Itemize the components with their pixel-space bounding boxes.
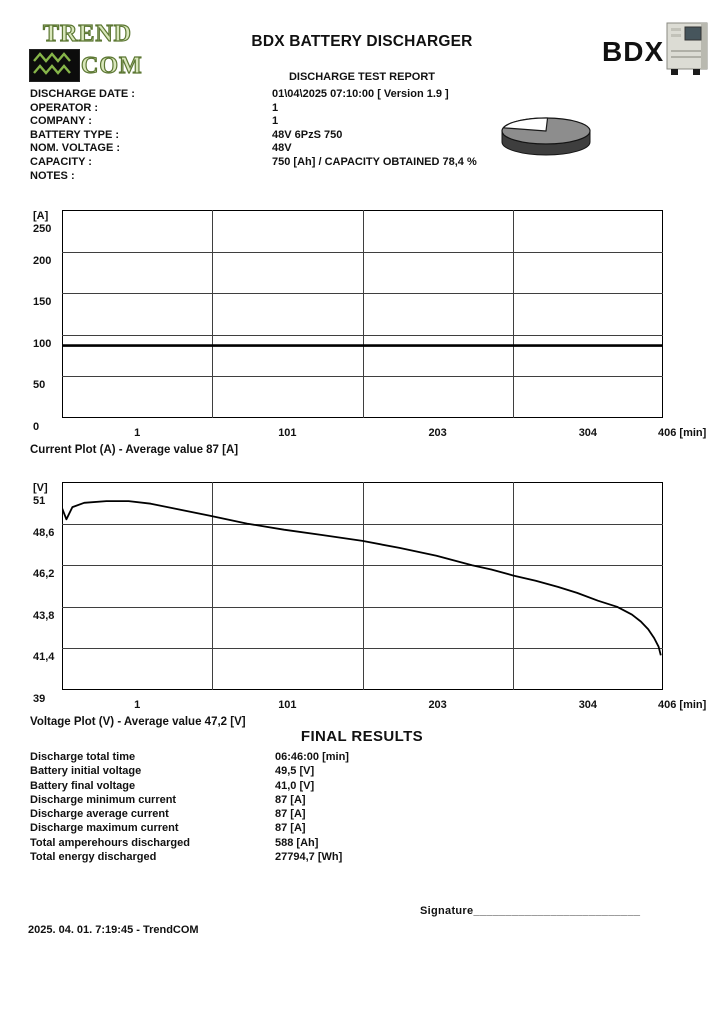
info-row: COMPANY : 1 — [30, 115, 710, 129]
report-subtitle: DISCHARGE TEST REPORT — [288, 71, 436, 83]
result-row: Total energy discharged 27794,7 [Wh] — [30, 851, 710, 865]
voltage-data-line — [62, 500, 662, 656]
info-label: DISCHARGE DATE : — [30, 88, 135, 100]
y-tick-label: 43,8 — [33, 609, 55, 622]
y-tick-label: 150 — [33, 296, 52, 309]
result-value: 27794,7 [Wh] — [275, 851, 343, 864]
bdx-logo-text: BDX — [602, 36, 665, 67]
y-axis-unit: [A] — [33, 210, 49, 222]
result-row: Discharge minimum current 87 [A] — [30, 794, 710, 808]
x-tick-label: 304 — [578, 699, 598, 711]
final-results-heading: FINAL RESULTS — [300, 728, 424, 745]
x-tick-label: 203 — [428, 427, 447, 439]
voltage-plot-caption: Voltage Plot (V) - Average value 47,2 [V… — [30, 716, 246, 728]
y-tick-label: 50 — [33, 379, 46, 392]
result-value: 87 [A] — [275, 808, 306, 821]
result-value: 06:46:00 [min] — [275, 751, 349, 763]
x-tick-label: 304 — [578, 427, 598, 439]
x-tick-label: 203 — [428, 699, 447, 711]
info-section: DISCHARGE DATE : 01\04\2025 07:10:00 [ Ve… — [30, 88, 710, 183]
capacity-pie-chart — [501, 117, 591, 156]
result-label: Total amperehours discharged — [30, 836, 190, 849]
x-tick-label: 101 — [278, 427, 297, 439]
result-row: Discharge total time 06:46:00 [min] — [30, 751, 710, 765]
result-label: Discharge minimum current — [30, 793, 177, 806]
result-value: 87 [A] — [275, 822, 306, 835]
y-tick-label: 51 — [33, 495, 46, 507]
result-label: Battery initial voltage — [30, 765, 142, 778]
y-tick-label: 200 — [33, 254, 52, 267]
result-label: Discharge average current — [30, 808, 169, 821]
x-tick-label: 101 — [278, 699, 297, 711]
result-value: 87 [A] — [275, 793, 306, 806]
info-label: NOM. VOLTAGE : — [30, 142, 121, 155]
info-label: CAPACITY : — [30, 155, 92, 168]
logo-wave-box — [29, 49, 80, 82]
logo-trend-text: TREND — [42, 21, 133, 47]
final-results-section: Discharge total time 06:46:00 [min] Batter… — [30, 751, 710, 865]
result-label: Battery final voltage — [30, 779, 136, 792]
info-label: NOTES : — [30, 169, 75, 182]
x-end-tick-label: 406 [min] — [658, 699, 707, 711]
y-tick-label: 39 — [33, 693, 46, 705]
info-row: BATTERY TYPE : 48V 6PzS 750 — [30, 129, 710, 143]
info-label: OPERATOR : — [30, 101, 99, 114]
y-axis-unit: [V] — [33, 482, 48, 494]
result-value: 49,5 [V] — [275, 765, 315, 778]
result-value: 41,0 [V] — [275, 779, 315, 792]
result-label: Discharge maximum current — [30, 822, 179, 835]
info-value: 01\04\2025 07:10:00 [ Version 1.9 ] — [272, 88, 449, 100]
current-plot-caption: Current Plot (A) - Average value 87 [A] — [30, 444, 239, 456]
result-label: Total energy discharged — [30, 851, 157, 864]
plot-border — [62, 210, 663, 418]
x-end-tick-label: 406 [min] — [658, 427, 707, 439]
signature-line: Signature__________________________ — [420, 905, 640, 917]
info-row: NOM. VOLTAGE : 48V — [30, 142, 710, 156]
logo-waves-icon — [33, 52, 71, 75]
y-tick-label: 46,2 — [33, 568, 55, 581]
result-row: Battery initial voltage 49,5 [V] — [30, 765, 710, 779]
info-value: 750 [Ah] / CAPACITY OBTAINED 78,4 % — [272, 155, 477, 168]
info-row: NOTES : — [30, 170, 710, 184]
y-tick-label: 100 — [33, 337, 52, 350]
info-value: 1 — [272, 115, 279, 128]
logo-com-text: COM — [80, 53, 143, 79]
y-tick-label: 0 — [33, 421, 40, 433]
info-value: 48V 6PzS 750 — [272, 128, 343, 141]
info-value: 48V — [272, 142, 292, 155]
footer-timestamp: 2025. 04. 01. 7:19:45 - TrendCOM — [28, 924, 199, 936]
plot-border — [62, 482, 663, 690]
signature-rule: __________________________ — [473, 905, 641, 917]
info-label: COMPANY : — [30, 115, 92, 128]
info-row: DISCHARGE DATE : 01\04\2025 07:10:00 [ Ve… — [30, 88, 710, 102]
y-tick-label: 250 — [33, 223, 52, 235]
bdx-device-icon — [666, 22, 708, 75]
result-row: Discharge maximum current 87 [A] — [30, 822, 710, 836]
y-tick-label: 48,6 — [33, 526, 55, 539]
x-tick-label: 1 — [134, 699, 141, 711]
current-chart-svg — [62, 210, 663, 418]
page-title: BDX BATTERY DISCHARGER — [251, 33, 473, 50]
y-tick-label: 41,4 — [33, 651, 55, 664]
result-label: Discharge total time — [30, 751, 136, 763]
trendcom-logo: TREND COM — [28, 18, 168, 88]
info-row: OPERATOR : 1 — [30, 102, 710, 116]
result-value: 588 [Ah] — [275, 836, 319, 849]
result-row: Discharge average current 87 [A] — [30, 808, 710, 822]
info-value: 1 — [272, 101, 279, 114]
signature-label: Signature — [420, 905, 474, 917]
info-row: CAPACITY : 750 [Ah] / CAPACITY OBTAINED 7… — [30, 156, 710, 170]
result-row: Battery final voltage 41,0 [V] — [30, 780, 710, 794]
result-row: Total amperehours discharged 588 [Ah] — [30, 837, 710, 851]
x-tick-label: 1 — [134, 427, 141, 439]
pie-remaining-slice — [502, 117, 549, 132]
voltage-chart-svg — [62, 482, 663, 690]
info-label: BATTERY TYPE : — [30, 128, 120, 141]
